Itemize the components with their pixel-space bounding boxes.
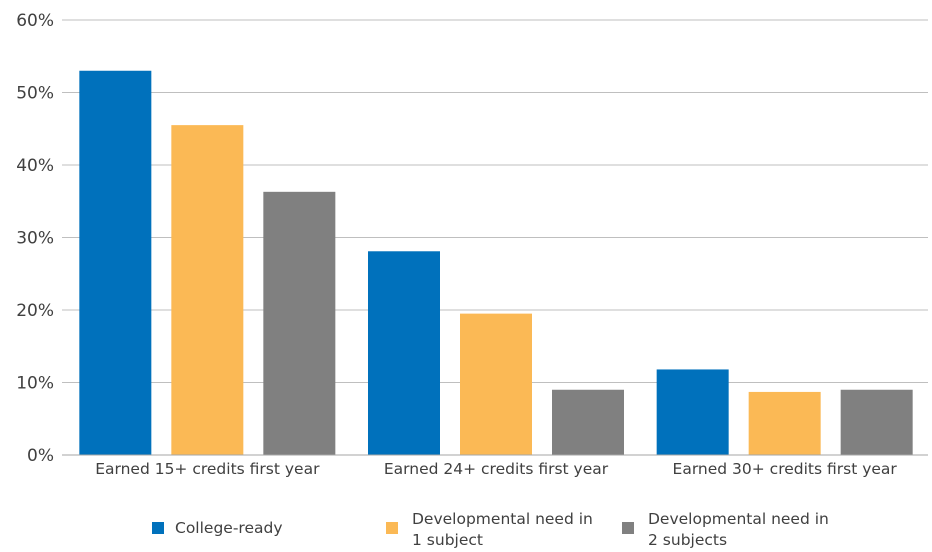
legend-item: Developmental need in 2 subjects bbox=[622, 510, 829, 549]
y-tick-label: 10% bbox=[16, 374, 54, 394]
legend-label: Developmental need in bbox=[412, 510, 593, 528]
bar bbox=[840, 389, 913, 455]
bar bbox=[79, 70, 152, 455]
x-category-label: Earned 15+ credits first year bbox=[95, 460, 320, 478]
bar bbox=[656, 369, 729, 455]
legend-item: College-ready bbox=[152, 519, 283, 537]
bars bbox=[79, 70, 913, 455]
y-tick-label: 40% bbox=[16, 156, 54, 176]
y-tick-label: 20% bbox=[16, 301, 54, 321]
y-tick-label: 60% bbox=[16, 11, 54, 31]
legend-label: 1 subject bbox=[412, 531, 483, 549]
x-category-label: Earned 30+ credits first year bbox=[673, 460, 898, 478]
legend-swatch bbox=[152, 522, 164, 534]
bar bbox=[171, 125, 244, 455]
legend-item: Developmental need in 1 subject bbox=[386, 510, 593, 549]
legend-label: 2 subjects bbox=[648, 531, 727, 549]
y-axis-tick-labels: 0% 10% 20% 30% 40% 50% 60% bbox=[16, 11, 54, 466]
legend-label: College-ready bbox=[175, 519, 283, 537]
y-tick-label: 0% bbox=[27, 446, 54, 466]
bar bbox=[368, 251, 440, 455]
x-category-label: Earned 24+ credits first year bbox=[384, 460, 609, 478]
bar bbox=[460, 313, 532, 455]
y-tick-label: 30% bbox=[16, 229, 54, 249]
y-tick-label: 50% bbox=[16, 84, 54, 104]
bar bbox=[748, 391, 821, 455]
legend-swatch bbox=[622, 522, 634, 534]
bar bbox=[552, 389, 624, 455]
x-axis-category-labels: Earned 15+ credits first year Earned 24+ … bbox=[95, 460, 897, 478]
legend-swatch bbox=[386, 522, 398, 534]
legend: College-ready Developmental need in 1 subj… bbox=[152, 510, 829, 549]
bar bbox=[263, 191, 336, 455]
legend-label: Developmental need in bbox=[648, 510, 829, 528]
